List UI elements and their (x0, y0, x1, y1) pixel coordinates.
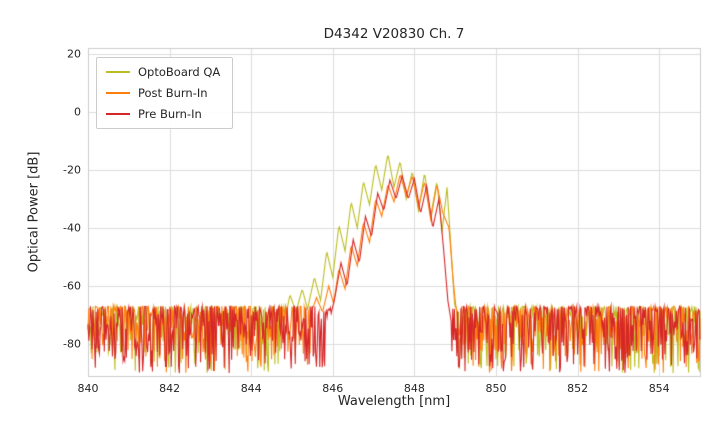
y-tick-label: -60 (63, 279, 81, 293)
y-tick-label: -20 (63, 163, 81, 177)
x-tick-label: 842 (159, 382, 181, 395)
legend-label: Pre Burn-In (138, 107, 202, 121)
legend-label: OptoBoard QA (138, 65, 221, 79)
legend: OptoBoard QA Post Burn-In Pre Burn-In (96, 57, 234, 129)
legend-item: Post Burn-In (106, 86, 220, 100)
x-tick-label: 844 (240, 382, 262, 395)
legend-item: OptoBoard QA (106, 65, 220, 79)
x-tick-label: 854 (648, 382, 670, 395)
y-tick-label: -80 (63, 337, 81, 351)
y-axis-label: Optical Power [dB] (26, 151, 42, 273)
x-tick-label: 846 (322, 382, 344, 395)
y-tick-label: 20 (67, 47, 81, 61)
x-axis-label: Wavelength [nm] (337, 394, 451, 409)
legend-item: Pre Burn-In (106, 107, 220, 121)
legend-label: Post Burn-In (138, 86, 208, 100)
x-tick-label: 852 (567, 382, 589, 395)
chart-title: D4342 V20830 Ch. 7 (323, 26, 465, 42)
y-tick-label: -40 (63, 221, 81, 235)
y-tick-label: 0 (74, 105, 81, 119)
x-tick-label: 848 (403, 382, 425, 395)
legend-line-swatch (106, 91, 130, 95)
legend-line-swatch (106, 70, 130, 74)
x-tick-label: 840 (77, 382, 99, 395)
x-tick-label: 850 (485, 382, 507, 395)
legend-line-swatch (106, 112, 130, 116)
